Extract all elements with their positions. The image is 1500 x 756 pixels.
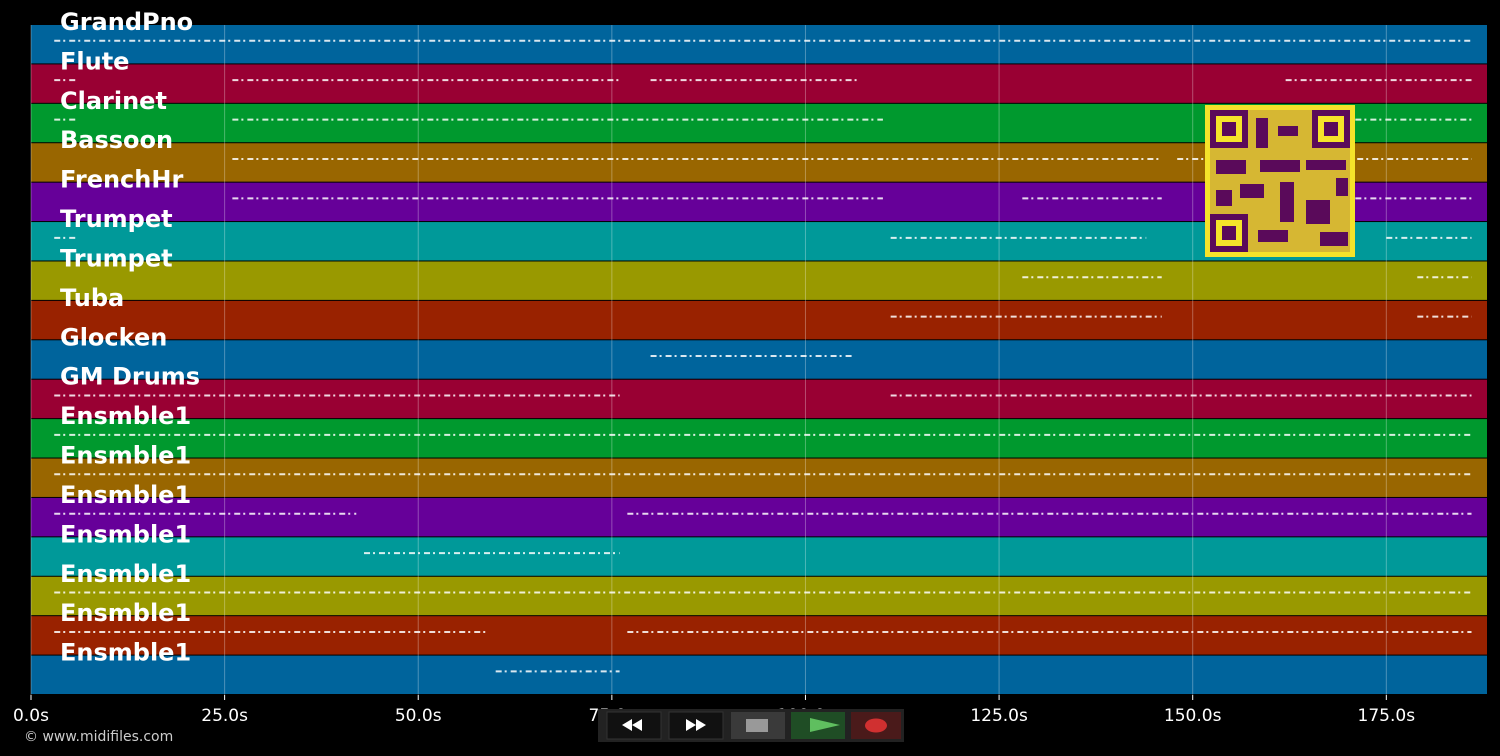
stop-button[interactable] [731,712,785,739]
track-lane [31,576,1487,616]
transport-controls [598,709,904,742]
x-tick-label: 25.0s [201,706,248,726]
x-tick-label: 125.0s [970,706,1028,726]
record-button[interactable] [851,712,901,739]
track-name: Ensmble1 [60,639,191,667]
track-name: Ensmble1 [60,481,191,509]
track-name: Ensmble1 [60,442,191,470]
forward-button[interactable] [668,711,724,740]
x-tick-label: 175.0s [1358,706,1416,726]
track-name: Ensmble1 [60,520,191,548]
copyright: © www.midifiles.com [24,729,173,745]
track-name: Clarinet [60,87,167,115]
track-name: GM Drums [60,363,200,391]
track-lane [31,537,1487,576]
track-name: Glocken [60,323,167,351]
play-button[interactable] [791,712,845,739]
x-tick-label: 50.0s [395,706,442,726]
track-lane [31,497,1487,537]
track-name: Ensmble1 [60,599,191,627]
track-lane [31,655,1487,694]
track-lane [31,64,1487,103]
track-name: Ensmble1 [60,560,191,588]
track-lane [31,458,1487,497]
x-axis: 0.0s25.0s50.0s75.0s100.0s125.0s150.0s175… [13,8,1415,726]
track-lane [31,300,1487,340]
track-name: Tuba [60,284,124,312]
track-lane [31,379,1487,419]
notes [54,39,1472,673]
x-tick-label: 0.0s [13,706,49,726]
track-name: Trumpet [60,244,173,272]
track-lane [31,261,1487,300]
track-name: Bassoon [60,126,173,154]
track-name: Trumpet [60,205,173,233]
track-name: GrandPno [60,8,193,36]
track-name: Ensmble1 [60,402,191,430]
rewind-button[interactable] [606,711,662,740]
track-name: FrenchHr [60,166,183,194]
track-lane [31,340,1487,379]
grid [30,25,1387,695]
track-name: Flute [60,47,129,75]
track-lane [31,25,1487,64]
track-lane [31,616,1487,655]
qr-code [1205,105,1355,257]
x-tick-label: 150.0s [1164,706,1222,726]
track-lane [31,419,1487,458]
